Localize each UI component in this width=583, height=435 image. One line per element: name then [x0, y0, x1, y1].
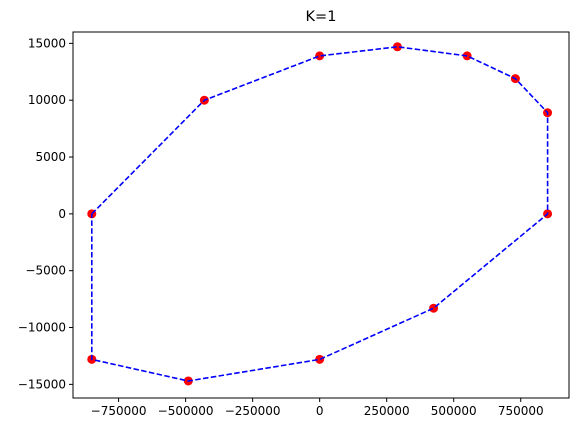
- x-tick-label: 0: [316, 404, 324, 418]
- y-tick-label: 0: [58, 207, 66, 221]
- x-tick-label: 750000: [498, 404, 544, 418]
- hull-line: [91, 45, 549, 382]
- x-tick-label: 500000: [431, 404, 477, 418]
- y-tick-label: −10000: [18, 321, 66, 335]
- x-tick-label: 250000: [364, 404, 410, 418]
- chart-title: K=1: [306, 9, 337, 25]
- data-points: [87, 42, 553, 386]
- y-tick-label: 5000: [35, 150, 66, 164]
- y-tick-label: 15000: [28, 36, 66, 50]
- y-tick-label: 10000: [28, 93, 66, 107]
- data-point: [392, 42, 402, 52]
- data-point: [315, 51, 325, 61]
- data-point: [315, 354, 325, 364]
- x-tick-label: −750000: [91, 404, 147, 418]
- y-tick-label: −5000: [25, 264, 66, 278]
- y-axis: −15000 −10000 −5000 0 5000 10000 15000: [18, 36, 73, 391]
- y-tick-label: −15000: [18, 377, 66, 391]
- x-tick-label: −500000: [158, 404, 214, 418]
- plot-frame: [72, 31, 570, 399]
- x-axis: −750000 −500000 −250000 0 250000 500000 750000: [91, 398, 544, 418]
- x-tick-label: −250000: [225, 404, 281, 418]
